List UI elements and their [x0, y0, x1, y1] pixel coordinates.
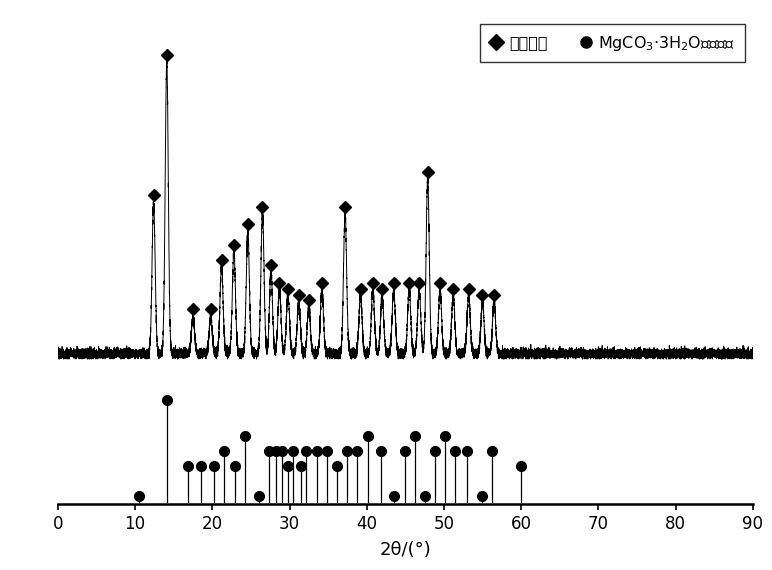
- Legend: 测试图谱, MgCO$_3$·3H$_2$O标准图谱: 测试图谱, MgCO$_3$·3H$_2$O标准图谱: [480, 24, 745, 62]
- X-axis label: 2θ/(°): 2θ/(°): [379, 541, 432, 559]
